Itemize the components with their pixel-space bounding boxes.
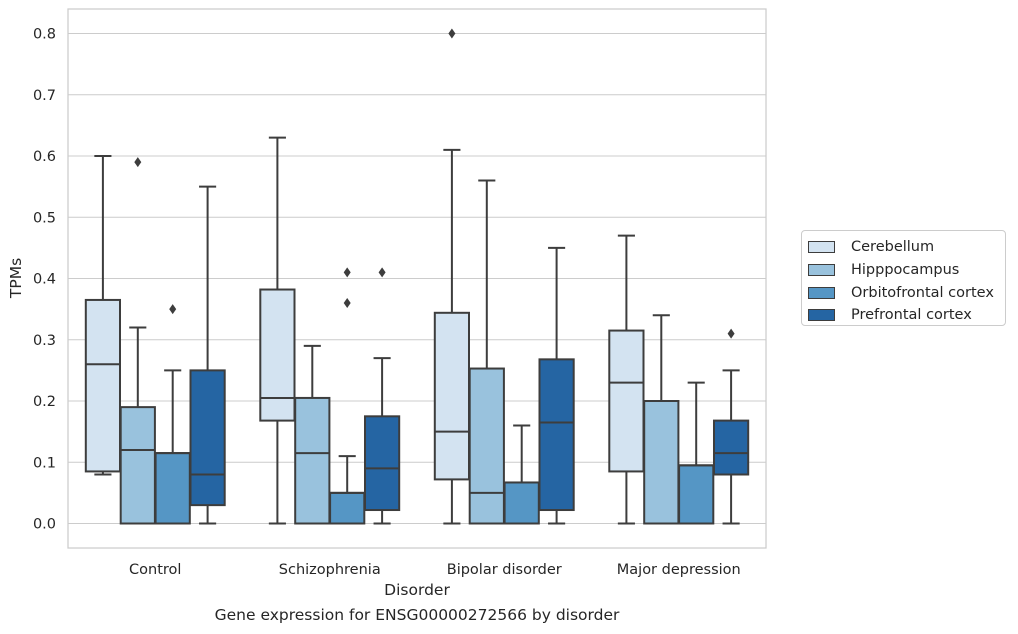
legend-label: Prefrontal cortex [851,307,972,324]
box [119,406,156,525]
x-tick-label: Major depression [617,562,741,578]
outlier-point [343,267,351,278]
outlier-point [378,267,386,278]
box [503,481,540,525]
outlier-point [169,304,177,315]
y-tick-label: 0.4 [33,272,56,288]
legend-swatch [808,286,835,299]
box [363,415,401,512]
box [468,367,505,525]
y-axis-ticks: 0.0 0.1 0.2 0.3 0.4 0.5 0.6 0.7 0.8 [33,27,56,533]
y-tick-label: 0.3 [33,333,56,349]
y-tick-label: 0.5 [33,210,56,226]
y-tick-label: 0.1 [33,455,56,471]
x-tick-label: Schizophrenia [279,562,381,578]
y-axis-label: TPMs [7,258,25,299]
box [329,491,366,525]
outlier-point [448,28,456,39]
outlier-point [727,328,735,339]
box [294,396,331,525]
x-tick-label: Bipolar disorder [447,562,562,578]
legend-item: Orbitofrontal cortex [808,281,1005,304]
legend-label: Cerebellum [851,239,935,256]
box [712,419,750,476]
box [678,464,715,525]
x-axis-ticks: Control Schizophrenia Bipolar disorder Majo… [129,562,741,578]
figure-caption: Gene expression for ENSG00000272566 by d… [214,606,620,624]
y-tick-label: 0.7 [33,88,56,104]
legend-swatch [808,309,835,322]
legend: Cerebellum Hipppocampus Orbitofrontal cort… [801,230,1006,326]
legend-item: Cerebellum [808,236,1005,259]
x-tick-label: Control [129,562,181,578]
box [608,329,645,473]
y-tick-label: 0.2 [33,394,56,410]
box [643,400,680,525]
legend-item: Hipppocampus [808,259,1005,282]
y-tick-label: 0.8 [33,27,56,43]
box-series [84,28,750,525]
legend-label: Orbitofrontal cortex [851,284,994,301]
box [154,452,191,525]
legend-label: Hipppocampus [851,262,960,279]
x-axis-label: Disorder [384,581,450,599]
outlier-point [134,157,142,168]
box [189,369,226,507]
box [433,311,471,481]
y-tick-label: 0.6 [33,149,56,165]
outlier-point [343,298,351,308]
legend-item: Prefrontal cortex [808,304,1005,327]
legend-swatch [808,264,835,277]
box [84,298,122,473]
legend-swatch [808,241,835,254]
y-tick-label: 0.0 [33,517,56,533]
box [538,358,575,512]
box [259,288,296,422]
